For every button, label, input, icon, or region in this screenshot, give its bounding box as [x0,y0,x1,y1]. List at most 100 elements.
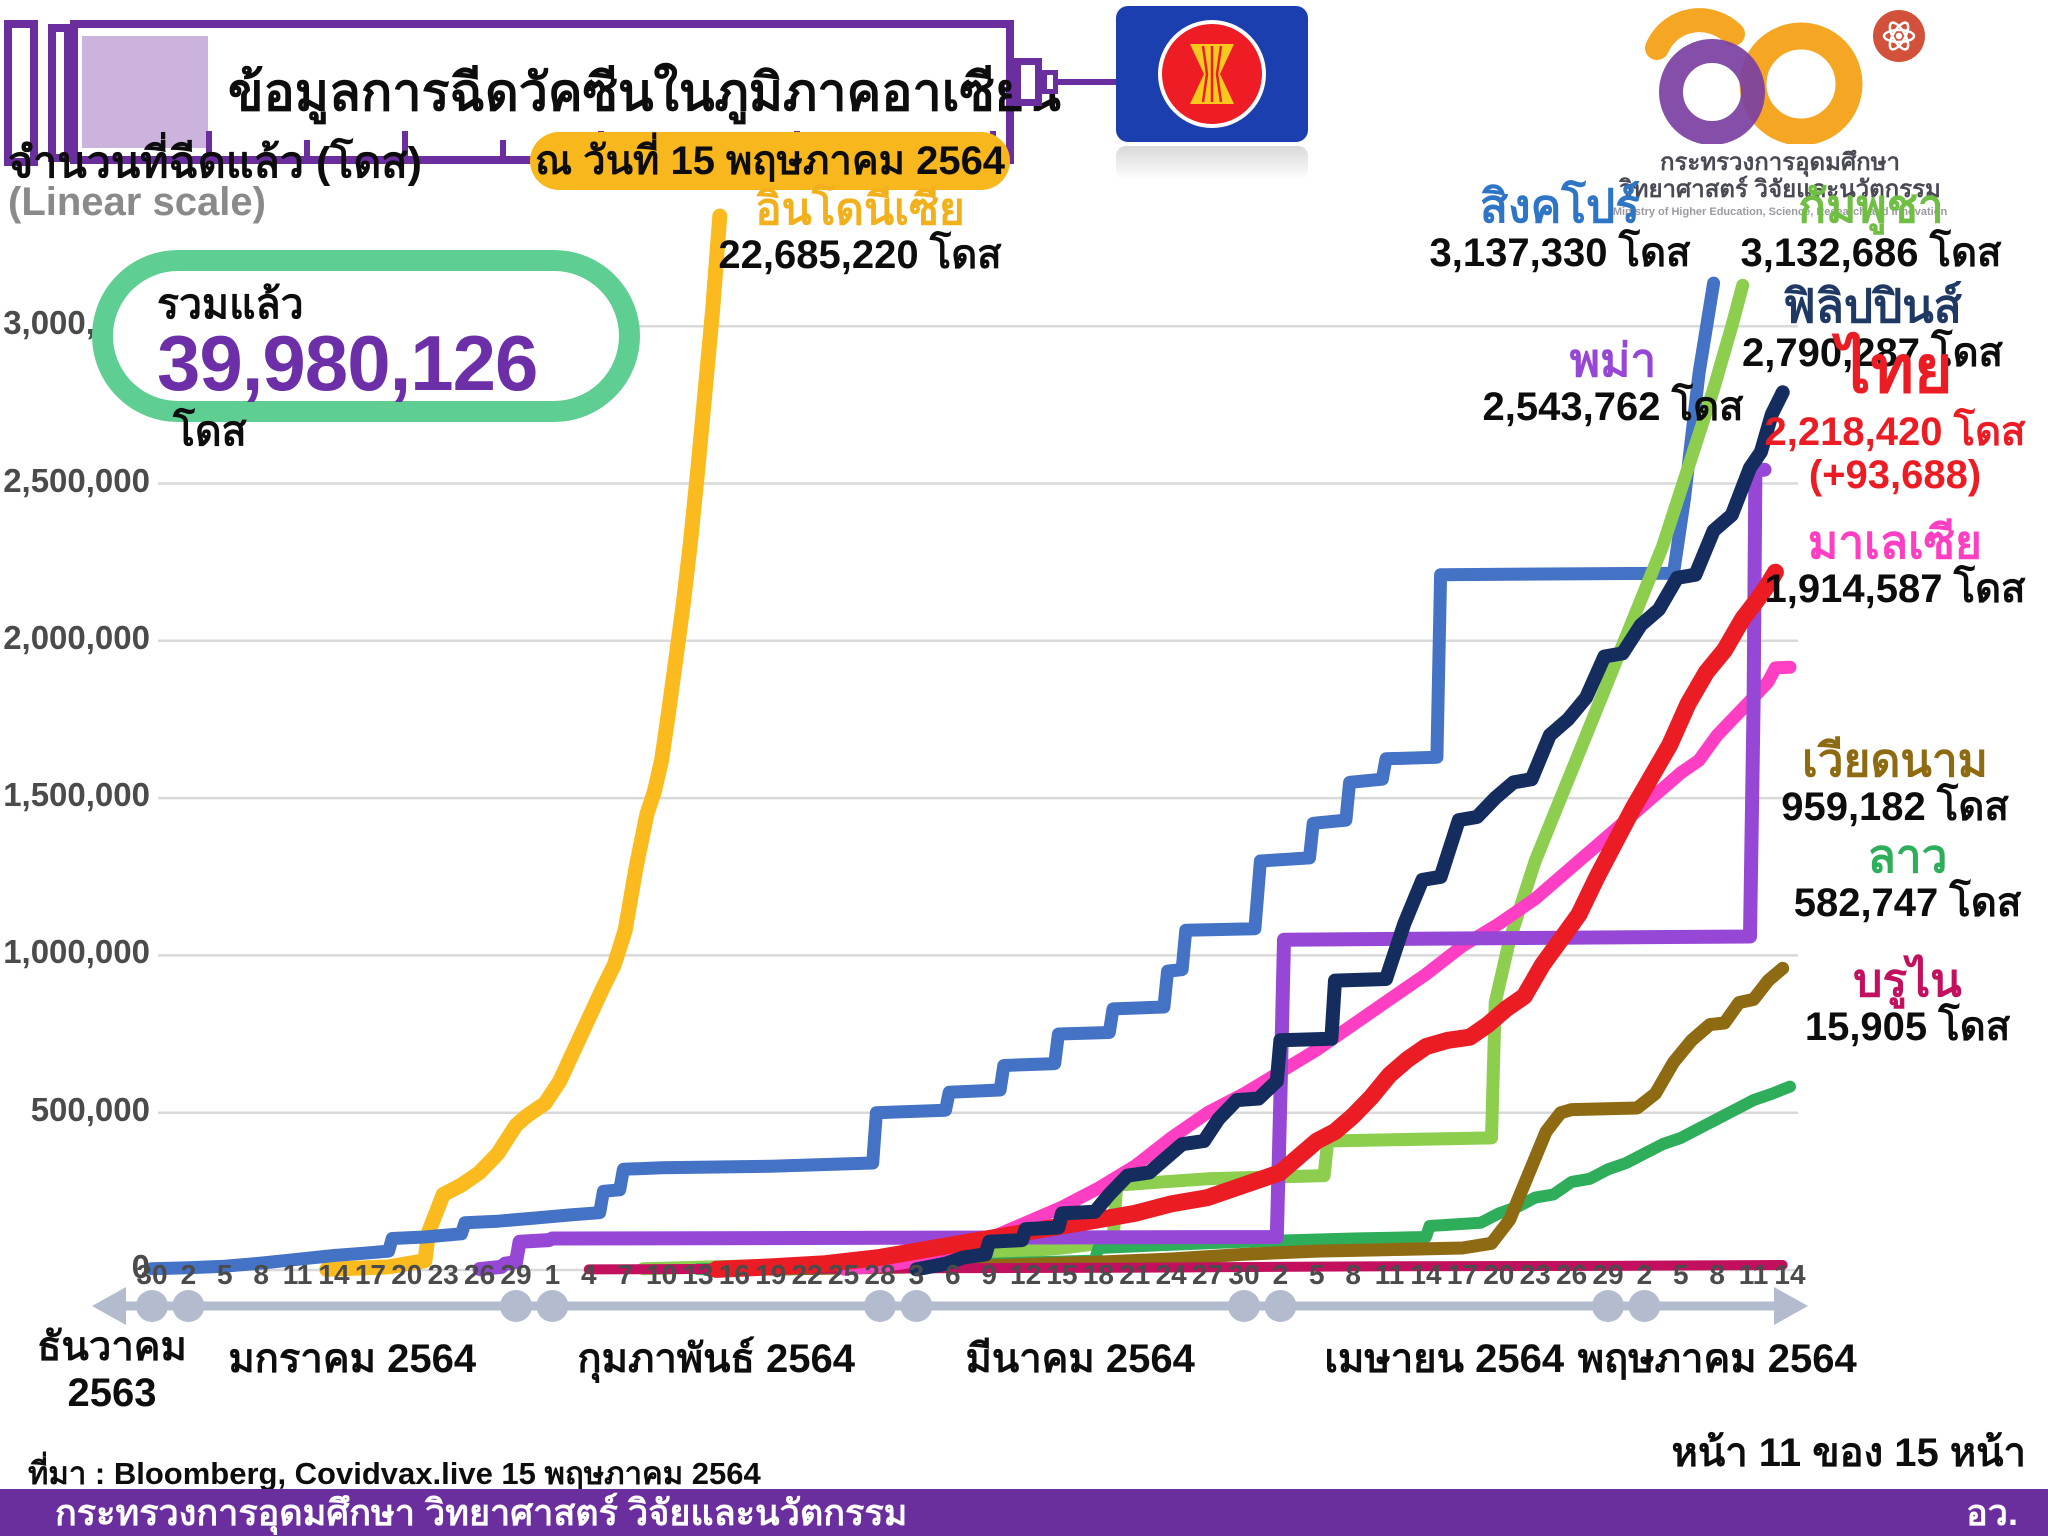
country-label-cambodia: กัมพูชา 3,132,686 โดส [1696,180,2046,275]
country-name-cambodia: กัมพูชา [1798,180,1944,232]
x-tick-40: 29 [1592,1259,1623,1290]
country-name-indonesia: อินโดนีเซีย [755,185,965,234]
country-label-indonesia: อินโดนีเซีย 22,685,220 โดส [690,186,1030,277]
footer-ministry-name: กระทรวงการอุดมศึกษา วิทยาศาสตร์ วิจัยและ… [55,1492,908,1533]
asean-emblem [1158,20,1266,128]
x-tick-7: 20 [391,1259,422,1290]
country-label-vietnam: เวียดนาม 959,182 โดส [1745,735,2045,829]
country-label-singapore: สิงคโปร์ 3,137,330 โดส [1395,180,1725,275]
x-tick-45: 14 [1774,1259,1806,1290]
month-boundary-dot [1228,1290,1260,1322]
ministry-name-english: Ministry of Higher Education, Science, R… [1612,206,1948,218]
total-value-row: 39,980,126 โดส [157,324,619,464]
x-tick-10: 29 [500,1259,531,1290]
series-line-laos [692,1080,1796,1276]
x-tick-34: 11 [1375,1259,1405,1290]
syringe-plunger-bar-2 [48,24,72,162]
x-tick-19: 25 [828,1259,859,1290]
source-note: ที่มา : Bloomberg, Covidvax.live 15 พฤษภ… [28,1456,761,1491]
month-boundary-dot [1264,1290,1297,1322]
y-axis-tick-2,000,000: 2,000,000 [3,618,150,656]
ministry-name-line2: วิทยาศาสตร์ วิจัยและนวัตกรรม [1619,176,1941,203]
timeline-arrow-right [1774,1287,1808,1325]
series-line-philippines [909,385,1790,1277]
ministry-name-line1: กระทรวงการอุดมศึกษา [1660,149,1900,176]
month-boundary-dot [500,1290,532,1322]
syringe-ruler-tick [500,140,506,156]
y-axis-tick-1,500,000: 1,500,000 [3,776,150,814]
month-boundary-dot [1628,1290,1661,1322]
ministry-logo-mark [1645,8,1925,146]
country-label-brunei: บรูไน 15,905 โดส [1770,954,2045,1049]
y-axis-tick-1,000,000: 1,000,000 [3,933,150,971]
y-axis-title: จำนวนที่ฉีดแล้ว (โดส) [8,139,422,187]
x-tick-21: 3 [909,1259,925,1290]
country-label-laos: ลาว 582,747 โดส [1770,830,2045,925]
page-title: ข้อมูลการฉีดวัคซีนในภูมิภาคอาเซียน [228,64,1061,122]
month-label: มกราคม 2564 [228,1337,477,1381]
x-tick-41: 2 [1637,1259,1653,1290]
country-value-malaysia: 1,914,587 โดส [1764,566,2026,611]
country-value-delta-thailand: (+93,688) [1808,453,1982,498]
x-tick-17: 19 [755,1259,786,1290]
month-boundary-dot [864,1290,896,1322]
x-tick-39: 26 [1556,1259,1587,1290]
country-name-laos: ลาว [1867,830,1948,882]
x-tick-28: 24 [1156,1259,1188,1290]
x-tick-29: 27 [1192,1259,1223,1290]
as-of-date-badge: ณ วันที่ 15 พฤษภาคม 2564 [530,132,1010,190]
y-axis-tick-2,500,000: 2,500,000 [3,461,150,499]
country-value-vietnam: 959,182 โดส [1781,784,2009,829]
x-tick-42: 5 [1673,1259,1689,1290]
syringe-needle-connector [1042,70,1058,94]
country-label-malaysia: มาเลเซีย 1,914,587 โดส [1745,516,2045,611]
country-value-philippines: 2,790,287 โดส [1742,330,2003,375]
country-label-thailand: ไทย 2,218,420 โดส (+93,688) [1745,332,2045,498]
series-line-myanmar [472,462,1772,1277]
country-name-thailand: ไทย [1837,332,1953,406]
country-value-cambodia: 3,132,686 โดส [1740,230,2002,275]
country-name-malaysia: มาเลเซีย [1808,516,1982,568]
x-tick-20: 28 [864,1259,895,1290]
month-boundary-dot [900,1290,933,1322]
country-value-thailand: 2,218,420 โดส [1764,410,2026,455]
y-axis-tick-500,000: 500,000 [30,1090,150,1128]
x-tick-0: 30 [136,1259,167,1290]
country-name-philippines: ฟิลิปปินส์ [1783,280,1962,332]
footer-bar: กระทรวงการอุดมศึกษา วิทยาศาสตร์ วิจัยและ… [0,1489,2048,1536]
country-name-brunei: บรูไน [1853,954,1962,1006]
x-tick-32: 5 [1309,1259,1325,1290]
month-label: เมษายน 2564 [1324,1337,1565,1381]
x-tick-30: 30 [1228,1259,1259,1290]
x-tick-9: 26 [464,1259,495,1290]
page-indicator: หน้า 11 ของ 15 หน้า [1671,1431,2026,1475]
month-label-year: 2563 [68,1371,157,1415]
syringe-ruler-tick [206,131,212,156]
month-boundary-dot [136,1290,168,1322]
country-label-myanmar: พม่า 2,543,762 โดส [1448,334,1778,429]
x-tick-27: 21 [1119,1259,1150,1290]
x-tick-22: 6 [945,1259,961,1290]
x-tick-16: 16 [719,1259,750,1290]
syringe-ruler-tick [402,131,408,156]
x-tick-26: 18 [1083,1259,1114,1290]
x-tick-3: 8 [253,1259,269,1290]
country-value-brunei: 15,905 โดส [1804,1004,2011,1049]
x-tick-12: 4 [581,1259,597,1290]
x-tick-43: 8 [1709,1259,1725,1290]
x-tick-8: 23 [428,1259,459,1290]
x-tick-15: 13 [682,1259,713,1290]
month-label: ธันวาคม [37,1325,187,1369]
country-value-myanmar: 2,543,762 โดส [1482,384,1744,429]
country-name-myanmar: พม่า [1569,334,1657,386]
total-label: รวมแล้ว [157,281,304,327]
x-tick-13: 7 [617,1259,633,1290]
syringe-needle [1058,79,1116,85]
x-tick-4: 11 [283,1259,313,1290]
x-tick-33: 8 [1345,1259,1361,1290]
month-boundary-dot [536,1290,569,1322]
x-tick-1: 2 [181,1259,197,1290]
country-name-singapore: สิงคโปร์ [1480,180,1640,232]
